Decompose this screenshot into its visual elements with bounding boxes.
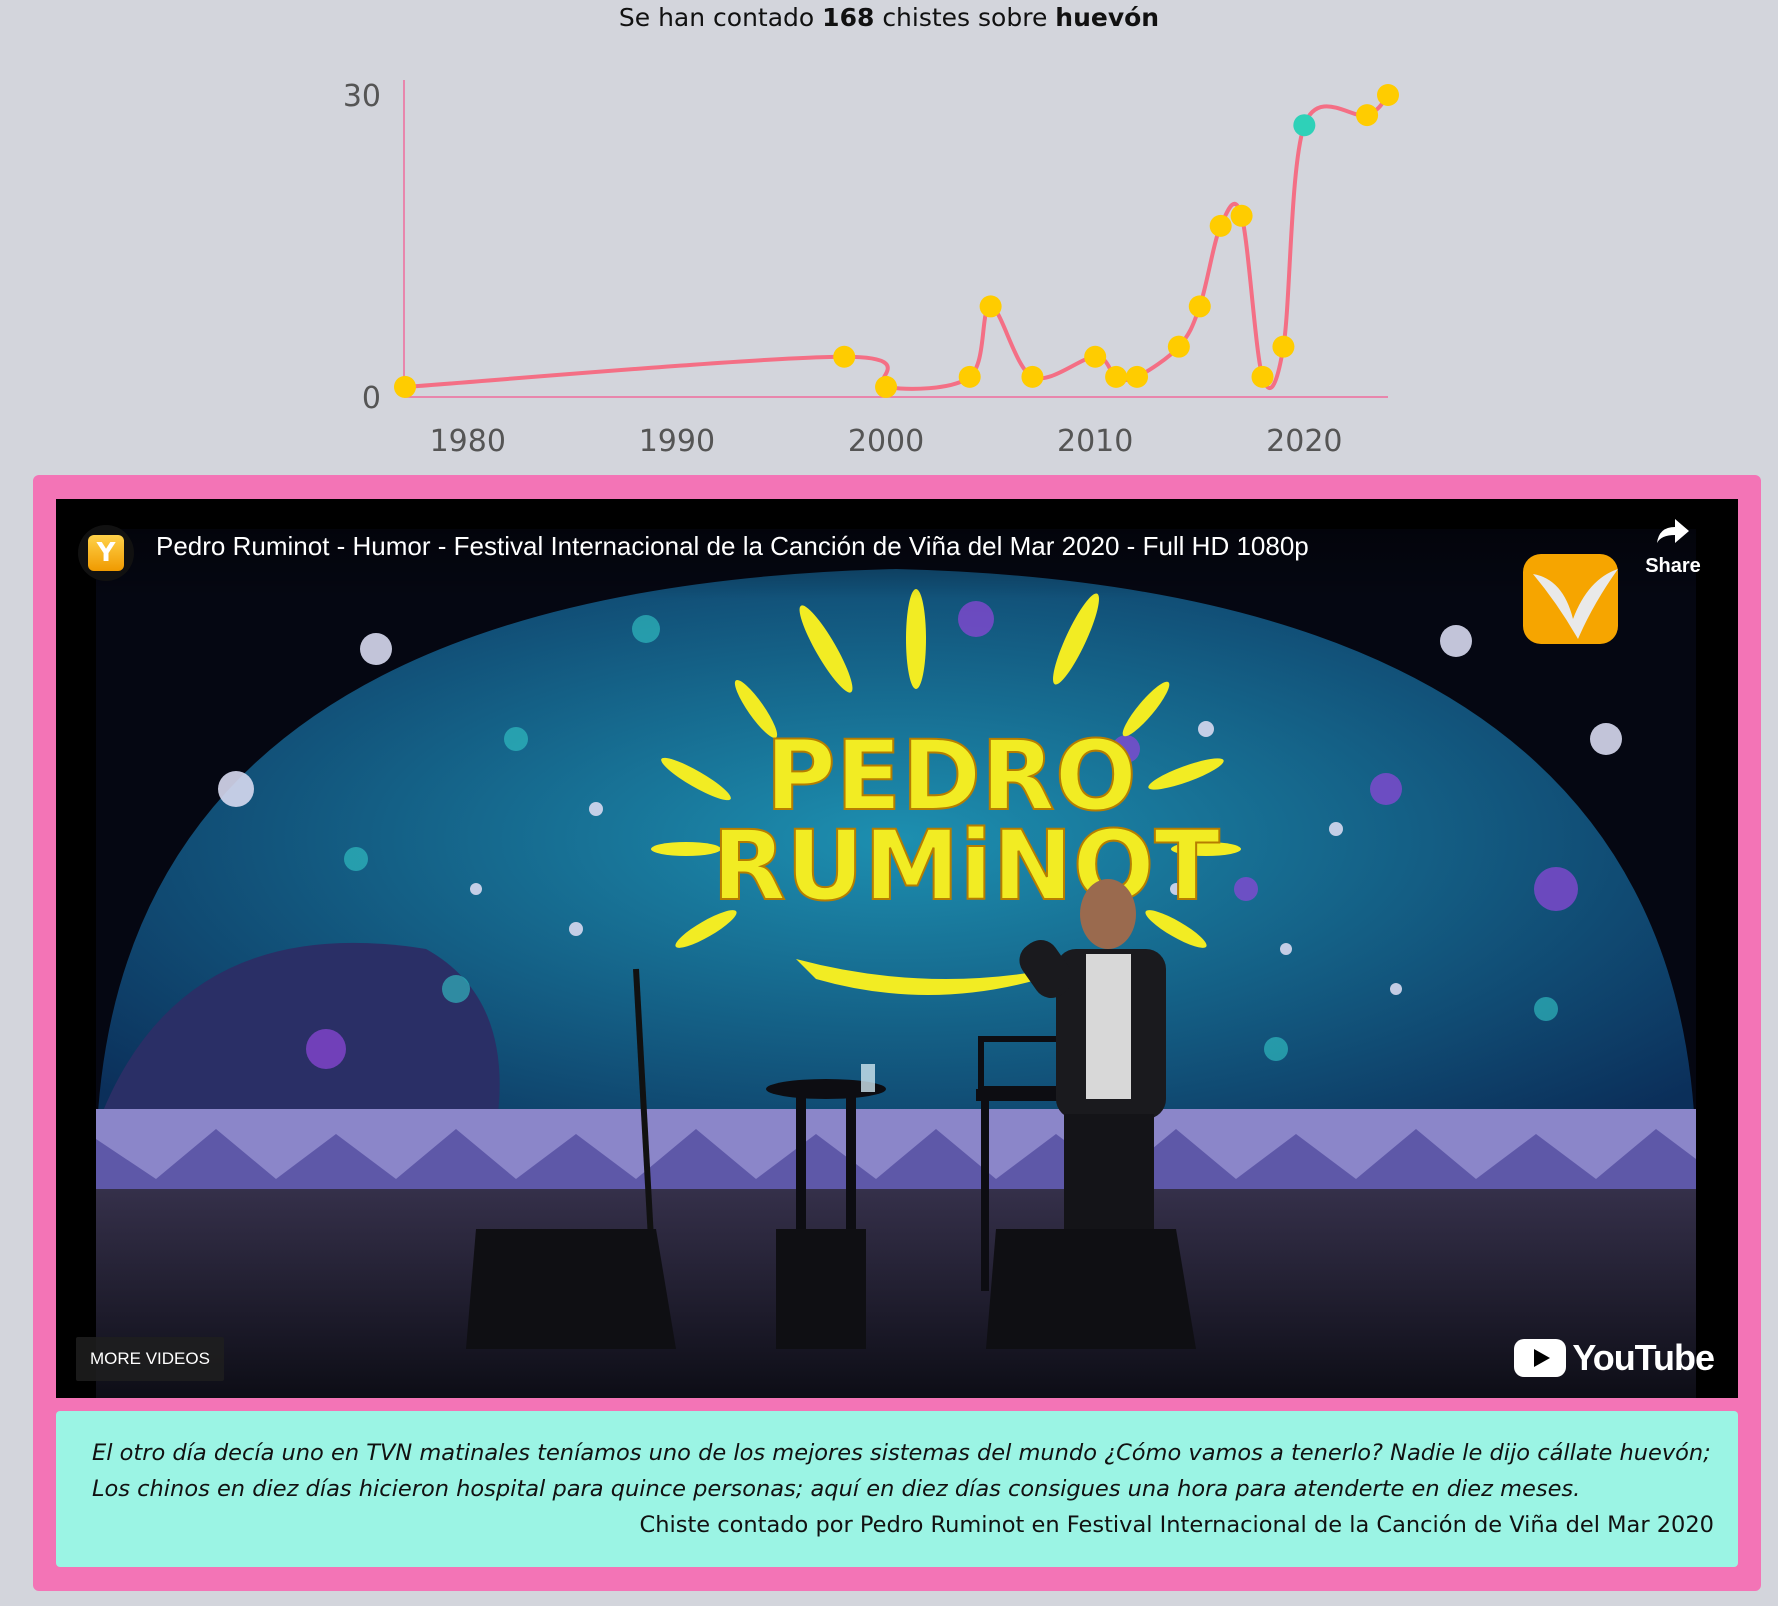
x-tick-label: 2000	[848, 424, 924, 459]
data-point	[1167, 335, 1190, 358]
jokes-per-year-chart: 1980 1990 2000 2010 2020 0 30	[343, 79, 1399, 459]
x-tick-label: 1990	[639, 424, 715, 459]
youtube-wordmark: YouTube	[1572, 1337, 1715, 1378]
data-point	[1105, 365, 1128, 388]
joke-word: huevón	[1055, 3, 1160, 32]
channel-avatar[interactable]: Y	[78, 525, 134, 581]
headline: Se han contado 168 chistes sobre huevón	[0, 0, 1778, 36]
series-line	[404, 93, 1390, 391]
data-point	[1272, 335, 1295, 358]
x-tick-label: 2010	[1057, 424, 1133, 459]
channel-watermark-icon	[1523, 554, 1618, 644]
joke-card: PEDRO RUMiNOT Y Pedro Ruminot - Hum	[33, 475, 1761, 1591]
stage-sign-line1: PEDRO	[765, 720, 1136, 832]
share-label: Share	[1645, 555, 1701, 577]
channel-logo-icon: Y	[88, 535, 124, 571]
data-point-highlighted	[1293, 114, 1316, 137]
data-point	[1084, 345, 1107, 368]
data-point	[394, 375, 416, 398]
video-title[interactable]: Pedro Ruminot - Humor - Festival Interna…	[156, 531, 1309, 561]
data-point	[875, 375, 898, 398]
joke-count: 168	[822, 3, 875, 32]
data-point	[1230, 204, 1253, 227]
stage-thumbnail: PEDRO RUMiNOT	[96, 529, 1696, 1398]
stage-sign-line2: RUMiNOT	[712, 810, 1220, 922]
youtube-play-icon	[1514, 1339, 1567, 1377]
data-point	[1209, 214, 1232, 237]
data-point	[833, 345, 856, 368]
youtube-logo[interactable]: YouTube	[1514, 1337, 1715, 1379]
data-point	[1021, 365, 1044, 388]
share-button[interactable]: Share	[1628, 517, 1718, 578]
headline-prefix: Se han contado	[618, 3, 815, 32]
share-arrow-icon	[1657, 519, 1689, 543]
data-point	[1251, 365, 1274, 388]
data-point	[1356, 104, 1379, 127]
data-point	[1377, 84, 1399, 106]
x-tick-label: 2020	[1266, 424, 1342, 459]
video-title-bar	[56, 499, 1738, 599]
data-point	[958, 365, 981, 388]
data-point	[979, 295, 1002, 318]
y-tick-label: 30	[343, 79, 381, 114]
data-point	[1126, 365, 1149, 388]
headline-middle: chistes sobre	[882, 3, 1048, 32]
x-tick-label: 1980	[430, 424, 506, 459]
joke-quote: El otro día decía uno en TVN matinales t…	[56, 1411, 1738, 1567]
y-tick-label: 0	[362, 381, 381, 416]
joke-source: Chiste contado por Pedro Ruminot en Fest…	[639, 1512, 1715, 1538]
more-videos-button[interactable]: MORE VIDEOS	[76, 1337, 224, 1381]
video-player[interactable]: PEDRO RUMiNOT Y Pedro Ruminot - Hum	[56, 499, 1738, 1398]
joke-text: El otro día decía uno en TVN matinales t…	[92, 1440, 1711, 1502]
data-point	[1188, 295, 1211, 318]
